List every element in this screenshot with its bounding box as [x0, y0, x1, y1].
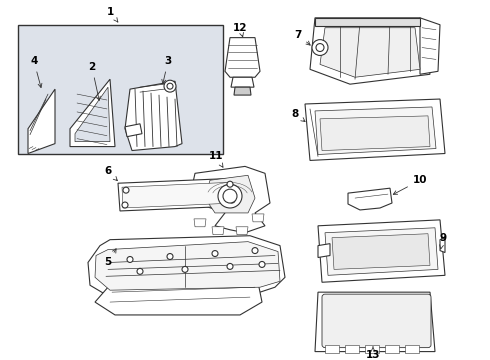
Polygon shape: [28, 89, 55, 153]
Polygon shape: [212, 227, 224, 235]
Polygon shape: [318, 220, 445, 282]
Polygon shape: [315, 107, 436, 154]
Polygon shape: [205, 175, 255, 213]
Polygon shape: [122, 182, 234, 208]
Polygon shape: [225, 38, 260, 77]
Polygon shape: [194, 219, 206, 227]
Polygon shape: [236, 227, 248, 235]
Text: 4: 4: [30, 57, 42, 87]
Polygon shape: [332, 234, 430, 269]
FancyBboxPatch shape: [325, 345, 339, 352]
Polygon shape: [310, 18, 430, 84]
Circle shape: [223, 189, 237, 203]
Text: 7: 7: [294, 30, 310, 45]
Circle shape: [167, 253, 173, 260]
Polygon shape: [70, 79, 115, 147]
Text: 6: 6: [104, 166, 118, 181]
Polygon shape: [420, 18, 440, 74]
Polygon shape: [95, 242, 280, 290]
Text: 9: 9: [440, 233, 446, 249]
FancyBboxPatch shape: [405, 345, 419, 352]
Polygon shape: [252, 214, 264, 222]
Polygon shape: [440, 238, 445, 253]
Circle shape: [316, 44, 324, 51]
Circle shape: [137, 269, 143, 274]
Polygon shape: [325, 228, 438, 275]
Polygon shape: [315, 292, 435, 352]
Text: 13: 13: [366, 347, 380, 360]
Circle shape: [122, 202, 128, 208]
FancyBboxPatch shape: [385, 345, 399, 352]
Polygon shape: [315, 18, 420, 26]
Circle shape: [127, 257, 133, 262]
Polygon shape: [305, 99, 445, 161]
Text: 8: 8: [292, 109, 305, 122]
Circle shape: [212, 251, 218, 257]
Polygon shape: [190, 166, 270, 233]
Circle shape: [182, 266, 188, 273]
Polygon shape: [125, 81, 182, 150]
Text: 5: 5: [104, 249, 116, 267]
Polygon shape: [75, 87, 110, 141]
Circle shape: [252, 248, 258, 253]
Text: 11: 11: [209, 152, 223, 167]
FancyBboxPatch shape: [365, 345, 379, 352]
Circle shape: [123, 187, 129, 193]
Circle shape: [218, 184, 242, 208]
Circle shape: [227, 264, 233, 269]
Polygon shape: [234, 87, 251, 95]
Circle shape: [167, 83, 173, 89]
Polygon shape: [348, 188, 392, 210]
FancyBboxPatch shape: [18, 25, 223, 153]
Circle shape: [312, 40, 328, 55]
Polygon shape: [231, 77, 254, 87]
Circle shape: [229, 197, 235, 203]
Text: 10: 10: [393, 175, 427, 194]
Circle shape: [164, 80, 176, 92]
FancyBboxPatch shape: [322, 294, 431, 348]
Polygon shape: [320, 116, 430, 150]
Text: 2: 2: [88, 62, 100, 100]
Polygon shape: [125, 124, 142, 137]
Text: 3: 3: [162, 57, 172, 84]
FancyBboxPatch shape: [345, 345, 359, 352]
Polygon shape: [320, 28, 420, 77]
Circle shape: [227, 181, 233, 187]
Polygon shape: [318, 244, 330, 257]
Text: 12: 12: [233, 23, 247, 37]
Polygon shape: [118, 178, 238, 211]
Polygon shape: [88, 236, 285, 297]
Circle shape: [259, 261, 265, 267]
Polygon shape: [95, 282, 262, 315]
Text: 1: 1: [106, 7, 118, 22]
